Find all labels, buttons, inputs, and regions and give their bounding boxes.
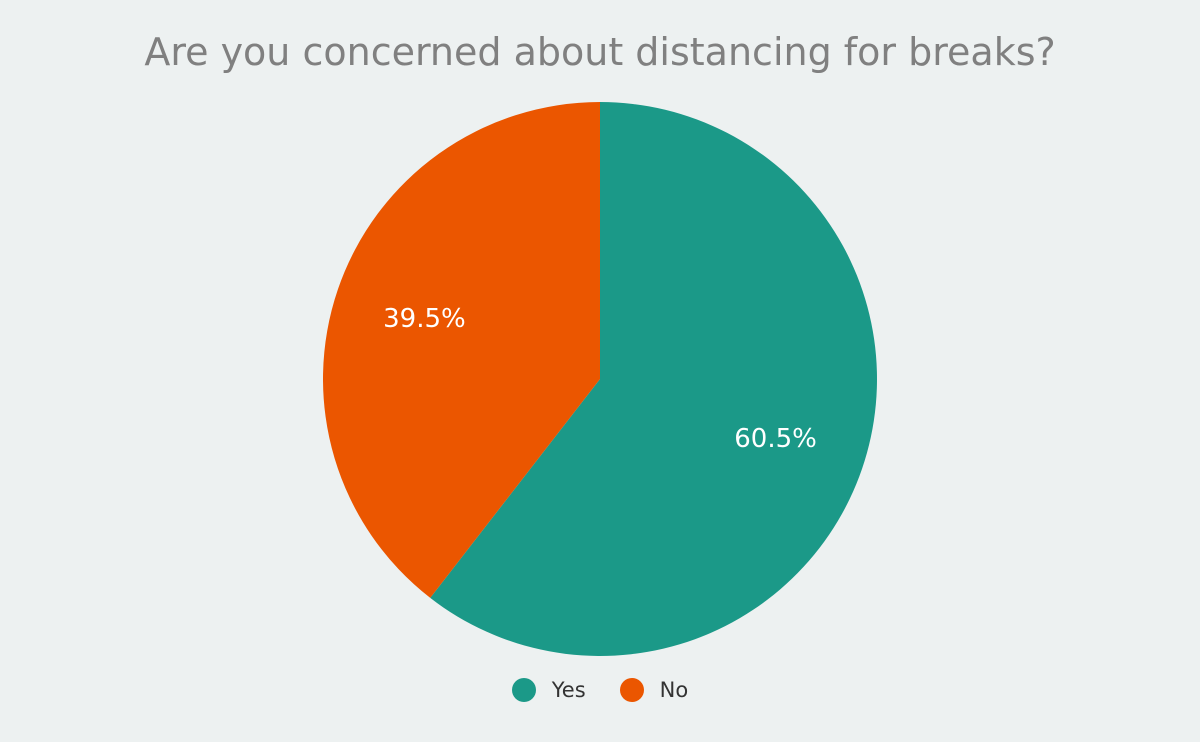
legend-label-yes: Yes bbox=[551, 678, 586, 702]
pie-slice-yes[interactable] bbox=[430, 102, 877, 657]
data-label-yes: 60.5% bbox=[734, 424, 817, 454]
data-label-no: 39.5% bbox=[383, 304, 466, 334]
pie-slice-no[interactable] bbox=[323, 102, 600, 598]
legend-item-yes[interactable]: Yes bbox=[511, 678, 586, 702]
legend: Yes No bbox=[0, 678, 1200, 702]
legend-label-no: No bbox=[659, 678, 689, 702]
chart-title: Are you concerned about distancing for b… bbox=[144, 30, 1056, 74]
legend-item-no[interactable]: No bbox=[619, 678, 689, 702]
legend-marker-yes bbox=[511, 678, 536, 702]
legend-marker-no bbox=[619, 678, 644, 702]
